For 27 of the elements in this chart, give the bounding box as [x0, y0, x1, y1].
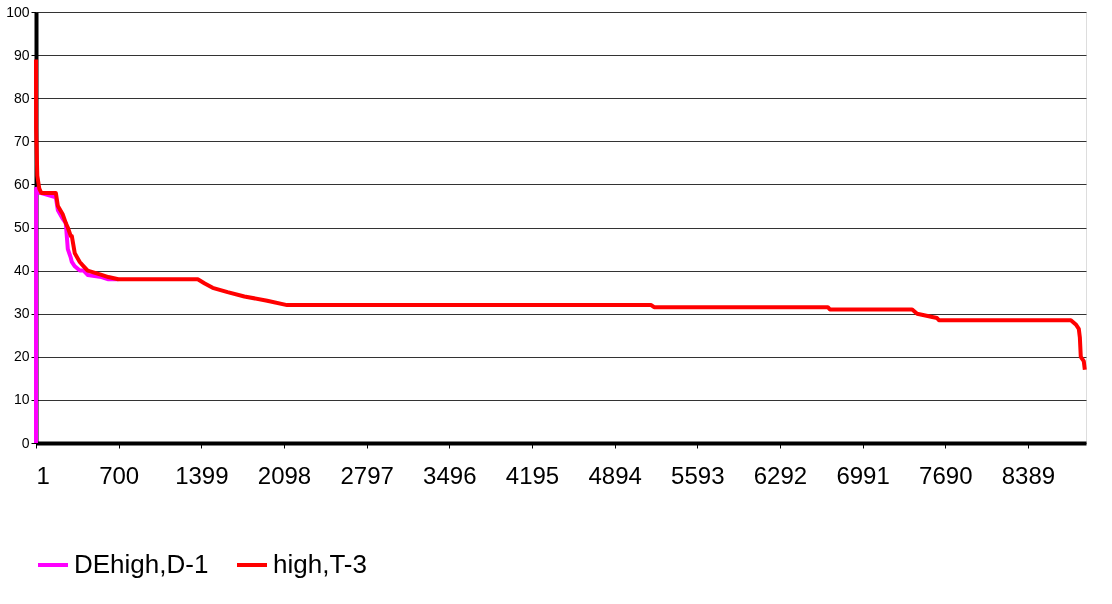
y-tick-label: 70 [13, 132, 30, 149]
y-tick-label: 80 [13, 89, 30, 106]
y-tick-label: 10 [13, 391, 30, 408]
x-tick-label: 700 [99, 461, 140, 489]
x-tick-label: 2797 [340, 461, 394, 489]
y-tick-label: 100 [6, 3, 30, 20]
y-tick-label: 60 [13, 175, 30, 192]
y-tick-label: 90 [13, 46, 30, 63]
x-tick-label: 6991 [836, 461, 890, 489]
x-tick-label: 2098 [257, 461, 312, 489]
x-tick-label: 3496 [423, 461, 477, 489]
line-series [34, 57, 1087, 372]
y-tick-label: 40 [13, 262, 30, 279]
y-tick-label: 30 [13, 305, 30, 322]
x-tick-label: 8389 [1001, 461, 1056, 489]
x-tick-label: 6292 [753, 461, 808, 489]
y-tick-label: 0 [21, 434, 30, 451]
x-tick-label: 1 [36, 461, 50, 489]
y-tick-label: 20 [13, 348, 30, 365]
y-tick-label: 50 [13, 219, 30, 235]
x-tick-label: 7690 [919, 461, 973, 489]
x-tick-label: 4195 [505, 461, 560, 489]
x-tick-label: 4894 [588, 461, 642, 489]
x-tick-label: 5593 [671, 461, 725, 489]
legend-label: high,T-3 [273, 549, 367, 579]
x-tick-label: 1399 [175, 461, 229, 489]
legend-label: DEhigh,D-1 [74, 549, 209, 579]
